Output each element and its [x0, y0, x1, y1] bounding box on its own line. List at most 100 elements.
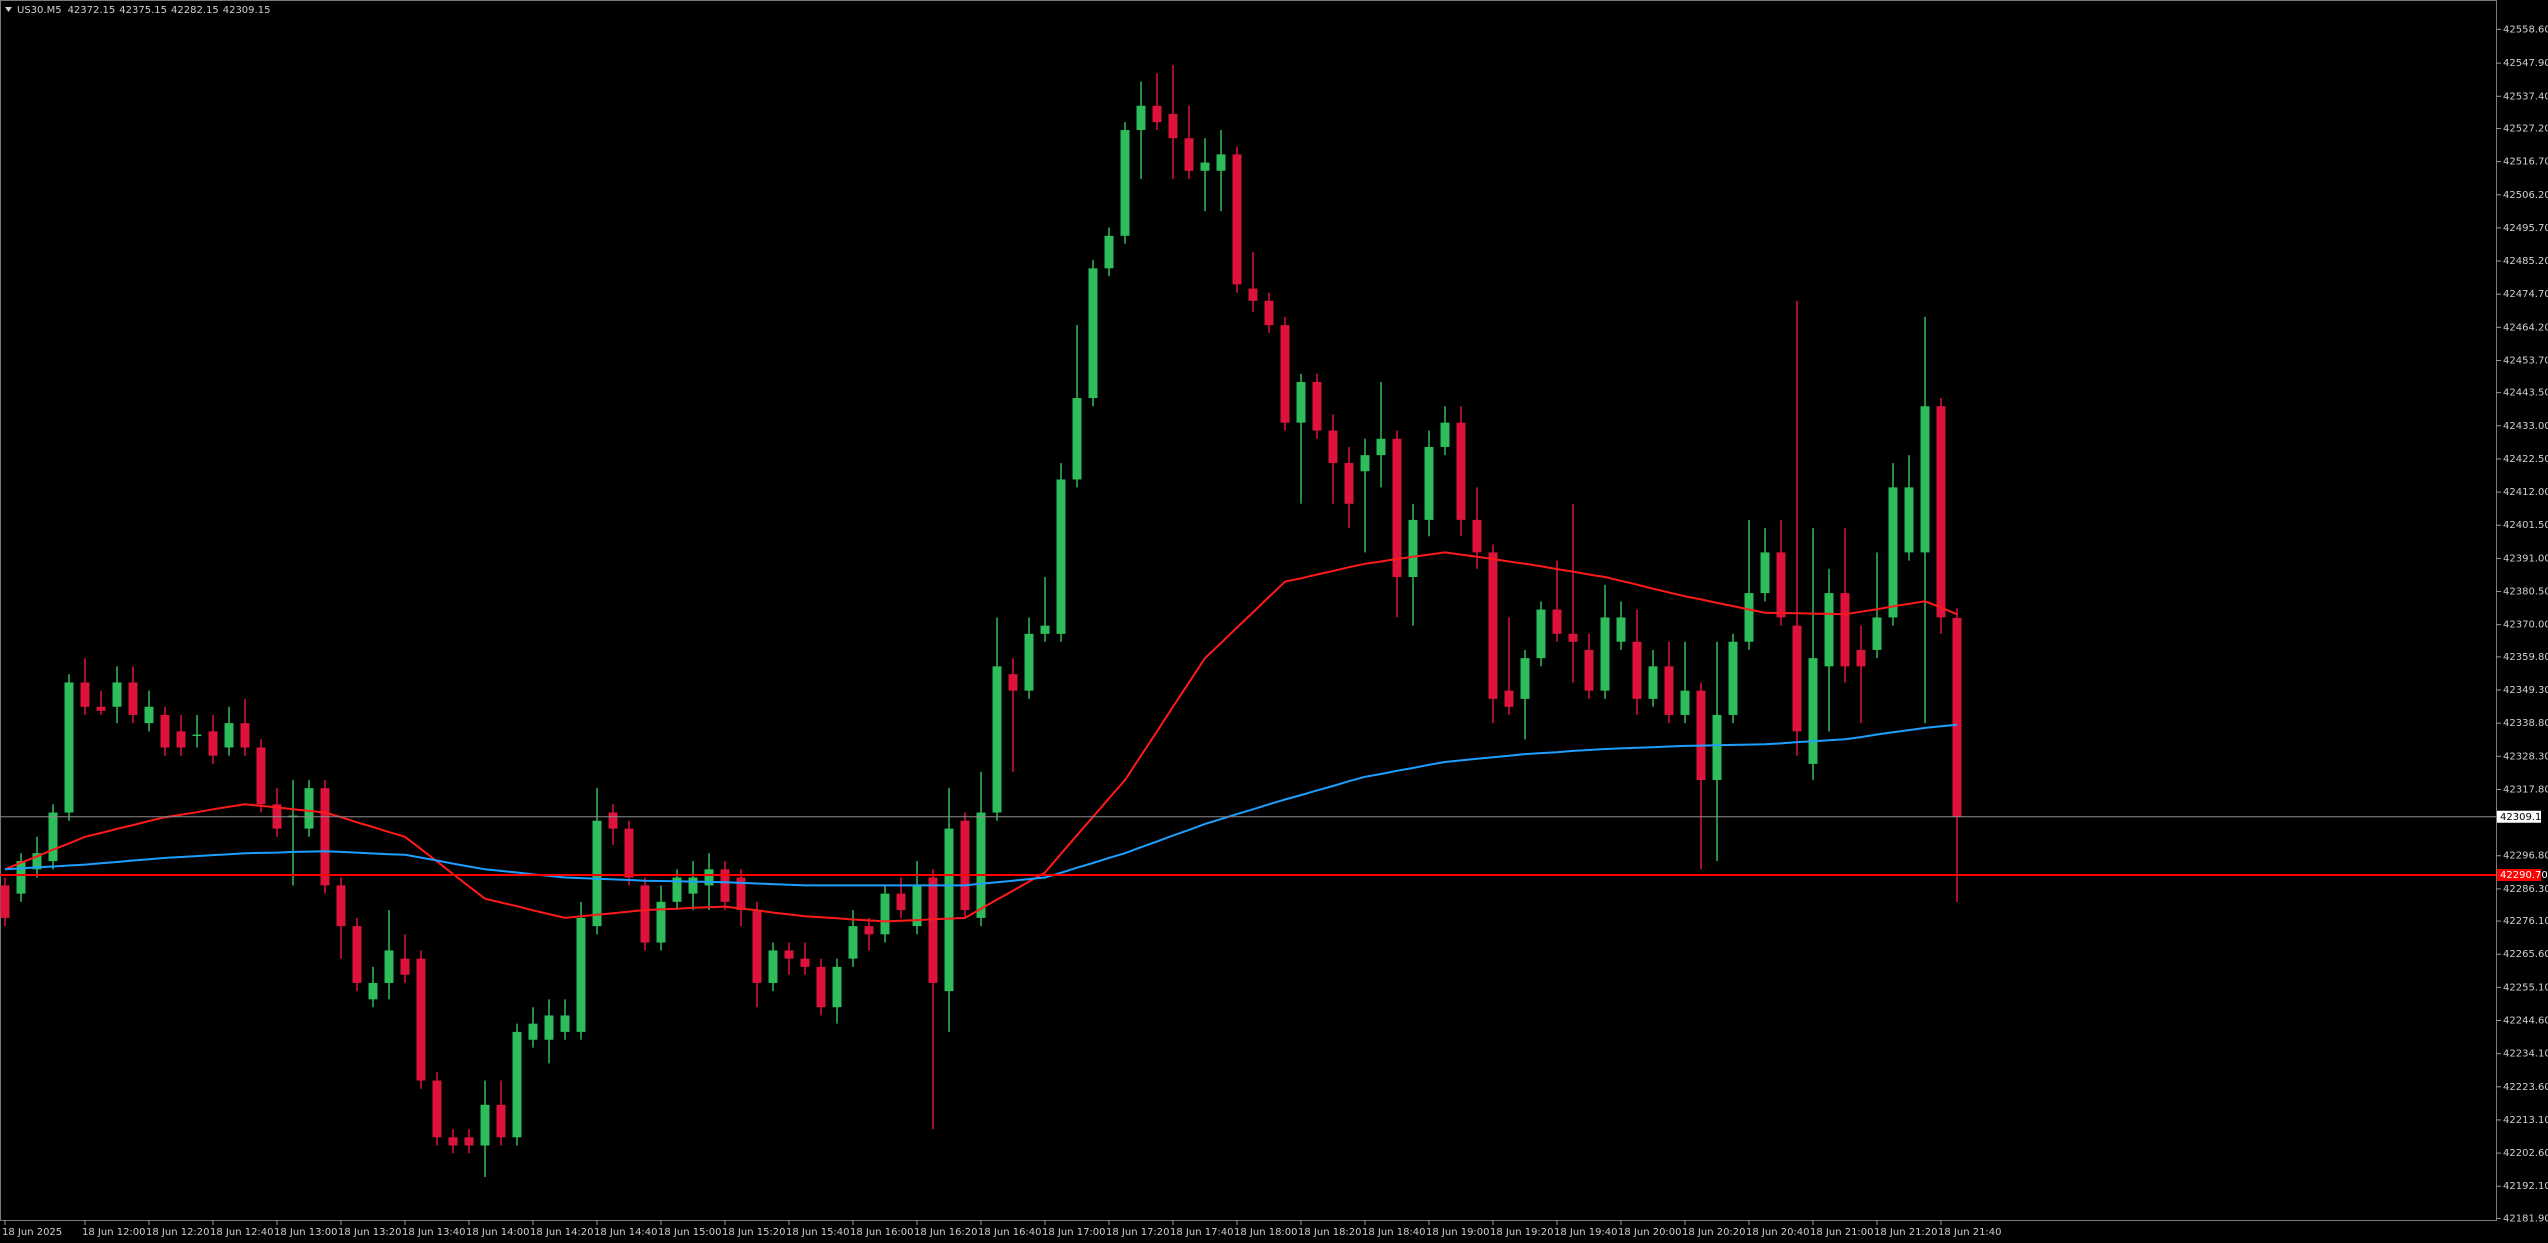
candle-body	[1744, 593, 1754, 642]
candle-body	[672, 877, 682, 902]
candle-body	[1936, 406, 1946, 618]
candle-body	[304, 788, 314, 829]
x-tick-label: 18 Jun 16:40	[978, 1227, 1042, 1238]
candle-body	[416, 958, 426, 1081]
x-tick-label: 18 Jun 13:00	[274, 1227, 338, 1238]
candle-body	[736, 877, 746, 911]
price-label: 42309.15	[2500, 812, 2548, 823]
y-tick-label: 42265.60	[2503, 949, 2548, 960]
y-tick-label: 42527.20	[2503, 123, 2548, 134]
header-close: 42309.15	[223, 5, 271, 16]
candle-body	[1280, 325, 1290, 423]
y-tick-label: 42391.00	[2503, 553, 2548, 564]
candle-body	[144, 706, 154, 724]
candle-body	[1424, 446, 1434, 520]
candle-body	[592, 820, 602, 927]
candle-body	[1552, 609, 1562, 634]
candle-body	[1360, 455, 1370, 472]
candle-body	[912, 885, 922, 927]
candle-body	[1504, 690, 1514, 707]
candle-body	[1328, 430, 1338, 464]
candle-body	[1888, 487, 1898, 618]
y-tick-label: 42296.80	[2503, 851, 2548, 862]
x-tick-label: 18 Jun 21:40	[1938, 1227, 2002, 1238]
candle-body	[576, 917, 586, 1032]
candle-body	[864, 926, 874, 935]
x-tick-label: 18 Jun 21:00	[1810, 1227, 1874, 1238]
candle-body	[656, 901, 666, 943]
candle-body	[64, 682, 74, 813]
candle-body	[944, 828, 954, 992]
candle-body	[32, 853, 42, 870]
y-tick-label: 42443.50	[2503, 388, 2548, 399]
y-tick-label: 42192.10	[2503, 1181, 2548, 1192]
candle-body	[1216, 154, 1226, 171]
x-tick-label: 18 Jun 13:20	[338, 1227, 402, 1238]
x-tick-label: 18 Jun 20:40	[1746, 1227, 1810, 1238]
candle-body	[464, 1137, 474, 1146]
price-label-box	[2497, 868, 2541, 881]
candle-body	[1344, 463, 1354, 504]
y-tick-label: 42380.50	[2503, 587, 2548, 598]
candle-body	[0, 885, 10, 918]
candle-body	[1456, 422, 1466, 520]
x-tick-label: 18 Jun 12:00	[82, 1227, 146, 1238]
x-tick-label: 18 Jun 14:40	[594, 1227, 658, 1238]
candle-body	[48, 812, 58, 862]
candle-body	[368, 982, 378, 1000]
x-tick-label: 18 Jun 20:00	[1618, 1227, 1682, 1238]
candle-body	[480, 1104, 490, 1146]
y-tick-label: 42516.70	[2503, 157, 2548, 168]
candle-body	[816, 966, 826, 1008]
candle-body	[1824, 593, 1834, 667]
symbol-menu-icon[interactable]	[5, 7, 12, 12]
candle-body	[848, 926, 858, 959]
candle-body	[1264, 300, 1274, 326]
y-tick-label: 42234.10	[2503, 1049, 2548, 1060]
candle-body	[352, 926, 362, 983]
price-label: 42290.70	[2500, 870, 2548, 881]
candle-body	[432, 1080, 442, 1138]
y-tick-label: 42349.30	[2503, 685, 2548, 696]
y-tick-label: 42202.60	[2503, 1148, 2548, 1159]
candle-body	[1040, 625, 1050, 634]
candle-body	[1488, 552, 1498, 699]
x-tick-label: 18 Jun 18:00	[1234, 1227, 1298, 1238]
candle-body	[1584, 649, 1594, 691]
y-tick-label: 42338.80	[2503, 718, 2548, 729]
header-low: 42282.15	[171, 5, 219, 16]
x-tick-label: 18 Jun 12:40	[210, 1227, 274, 1238]
y-tick-label: 42412.00	[2503, 487, 2548, 498]
candle-body	[1168, 113, 1178, 139]
price-label-box	[2497, 810, 2541, 823]
candle-body	[1392, 438, 1402, 578]
y-tick-label: 42547.90	[2503, 58, 2548, 69]
y-tick-label: 42276.10	[2503, 916, 2548, 927]
candle-body	[1904, 487, 1914, 553]
candle-body	[560, 1015, 570, 1032]
candle-body	[16, 861, 26, 894]
candle-body	[1856, 649, 1866, 667]
candle-body	[624, 828, 634, 878]
y-tick-label: 42433.00	[2503, 421, 2548, 432]
candle-body	[1840, 593, 1850, 667]
x-tick-label: 18 Jun 17:40	[1170, 1227, 1234, 1238]
x-tick-label: 18 Jun 18:40	[1362, 1227, 1426, 1238]
candle-body	[1104, 235, 1114, 269]
candle-body	[768, 950, 778, 983]
candle-body	[1664, 666, 1674, 715]
symbol: US30.M5	[17, 5, 62, 16]
candle-body	[1520, 658, 1530, 699]
header-high: 42375.15	[119, 5, 167, 16]
y-tick-label: 42286.30	[2503, 884, 2548, 895]
candle-body	[224, 723, 234, 748]
candle-body	[496, 1104, 506, 1138]
x-tick-label: 18 Jun 16:00	[850, 1227, 914, 1238]
candle-body	[976, 812, 986, 918]
y-tick-label: 42317.80	[2503, 784, 2548, 795]
y-tick-label: 42464.20	[2503, 322, 2548, 333]
candle-body	[1088, 268, 1098, 399]
candle-body	[400, 958, 410, 975]
candle-body	[720, 869, 730, 902]
